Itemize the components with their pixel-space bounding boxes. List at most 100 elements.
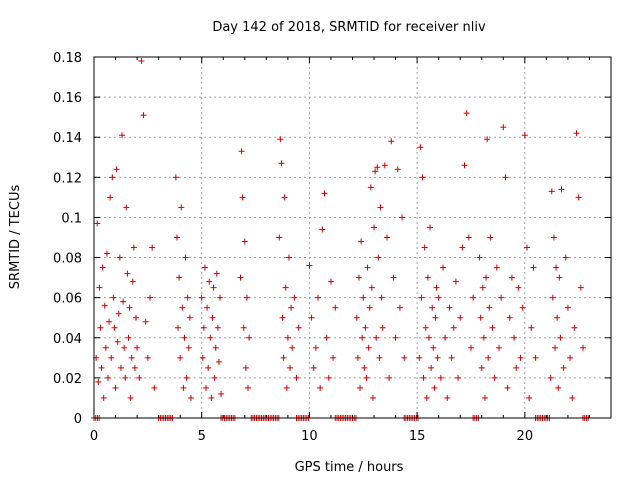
data-point <box>110 294 117 301</box>
data-point <box>383 234 390 241</box>
data-point <box>526 394 533 401</box>
data-point <box>99 264 106 271</box>
data-point <box>373 334 380 341</box>
data-point <box>417 144 424 151</box>
data-point <box>504 384 511 391</box>
data-point <box>567 354 574 361</box>
data-point <box>555 384 562 391</box>
data-point <box>332 304 339 311</box>
data-point <box>478 364 485 371</box>
data-point <box>486 304 493 311</box>
data-point <box>239 194 246 201</box>
data-point <box>207 334 214 341</box>
data-point <box>575 194 582 201</box>
data-point <box>549 294 556 301</box>
data-point <box>114 338 121 345</box>
data-point <box>422 324 429 331</box>
x-tick-labels: 0 5 10 15 20 <box>90 429 533 444</box>
data-point <box>448 354 455 361</box>
data-point <box>127 394 134 401</box>
data-point <box>513 364 520 371</box>
data-point <box>122 374 129 381</box>
data-point <box>434 354 441 361</box>
data-point <box>362 324 369 331</box>
data-point <box>467 344 474 351</box>
y-tick-label: 0.14 <box>53 131 82 146</box>
x-tick-label: 20 <box>517 429 534 444</box>
data-point <box>107 194 114 201</box>
data-point <box>425 334 432 341</box>
data-point <box>325 374 332 381</box>
y-tick-label: 0.02 <box>53 372 82 387</box>
data-point <box>279 314 286 321</box>
data-point <box>218 390 225 397</box>
data-point <box>530 264 537 271</box>
data-point <box>291 294 298 301</box>
data-point <box>432 314 439 321</box>
axis-ticks <box>93 56 612 419</box>
data-point <box>375 254 382 261</box>
data-point <box>97 324 104 331</box>
data-point <box>420 374 427 381</box>
data-point <box>116 254 123 261</box>
data-point <box>418 294 425 301</box>
data-points <box>91 58 592 421</box>
data-point <box>366 304 373 311</box>
data-point <box>185 344 192 351</box>
data-point <box>293 374 300 381</box>
data-point <box>109 174 116 181</box>
data-point <box>485 354 492 361</box>
data-point <box>363 374 370 381</box>
x-tick-label: 5 <box>198 429 206 444</box>
data-point <box>204 304 211 311</box>
data-point <box>103 250 110 257</box>
data-point <box>442 334 449 341</box>
y-tick-label: 0.08 <box>53 252 82 267</box>
data-point <box>476 254 483 261</box>
data-point <box>495 344 502 351</box>
data-point <box>470 294 477 301</box>
x-tick-label: 15 <box>409 429 426 444</box>
data-point <box>365 344 372 351</box>
data-point <box>242 364 249 371</box>
data-point <box>557 334 564 341</box>
data-point <box>359 334 366 341</box>
y-tick-labels: 0 0.02 0.04 0.06 0.08 0.1 0.12 0.14 0.16 0.18 <box>53 51 82 427</box>
grid-lines <box>94 57 611 418</box>
data-point <box>238 148 245 155</box>
data-point <box>528 324 535 331</box>
data-point <box>214 324 221 331</box>
chart-title: Day 142 of 2018, SRMTID for receiver nli… <box>212 20 486 35</box>
data-point <box>277 136 284 143</box>
data-point <box>388 138 395 145</box>
data-point <box>357 384 364 391</box>
data-point <box>444 394 451 401</box>
data-point <box>517 354 524 361</box>
data-point <box>327 278 334 285</box>
data-point <box>111 324 118 331</box>
data-point <box>208 394 215 401</box>
data-point <box>553 264 560 271</box>
data-point <box>354 354 361 361</box>
data-point <box>129 278 136 285</box>
data-point <box>330 354 337 361</box>
data-point <box>369 394 376 401</box>
data-point <box>419 174 426 181</box>
data-point <box>215 358 222 365</box>
data-point <box>547 374 554 381</box>
data-point <box>213 270 220 277</box>
y-tick-label: 0.18 <box>53 51 82 66</box>
data-point <box>360 294 367 301</box>
data-point <box>506 314 513 321</box>
data-point <box>176 274 183 281</box>
data-point <box>429 304 436 311</box>
data-point <box>115 310 122 317</box>
data-point <box>276 234 283 241</box>
data-point <box>394 166 401 173</box>
data-point <box>511 334 518 341</box>
data-point <box>423 394 430 401</box>
data-point <box>378 294 385 301</box>
data-point <box>108 354 115 361</box>
data-point <box>430 344 437 351</box>
data-point <box>199 354 206 361</box>
